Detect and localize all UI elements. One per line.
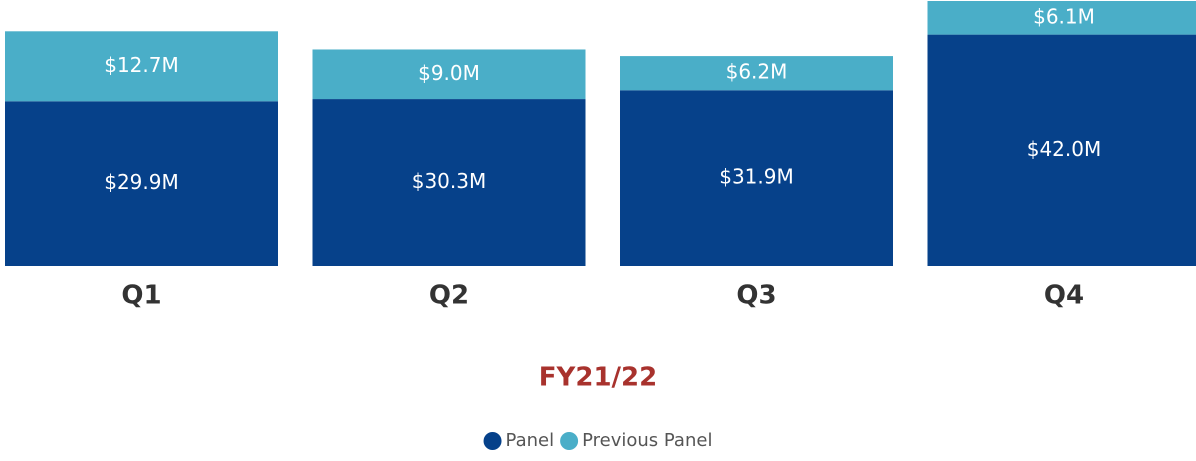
x-axis-title: FY21/22 [539, 363, 657, 393]
value-label: $6.1M [1033, 4, 1095, 28]
legend-label: Panel [506, 430, 555, 451]
bar-segment [927, 34, 1196, 266]
value-label: $42.0M [1027, 137, 1102, 161]
value-label: $30.3M [412, 169, 487, 193]
legend-label: Previous Panel [582, 430, 712, 451]
value-label: $9.0M [418, 61, 480, 85]
value-label: $6.2M [726, 60, 788, 84]
bar-segment [312, 99, 586, 266]
bar-segment [312, 49, 586, 100]
value-label: $31.9M [719, 165, 794, 189]
x-tick-label: Q3 [736, 281, 776, 311]
bar-segment [927, 1, 1196, 35]
x-tick-label: Q2 [429, 281, 469, 311]
value-label: $12.7M [104, 53, 179, 77]
x-tick-label: Q1 [121, 281, 161, 311]
bar-segment [620, 56, 893, 91]
bar-segment [5, 31, 278, 102]
value-label: $29.9M [104, 170, 179, 194]
bar-segment [5, 101, 278, 267]
x-tick-label: Q4 [1044, 281, 1084, 311]
legend-marker [560, 432, 579, 450]
bar-segment [620, 90, 893, 266]
legend-marker [483, 432, 502, 450]
